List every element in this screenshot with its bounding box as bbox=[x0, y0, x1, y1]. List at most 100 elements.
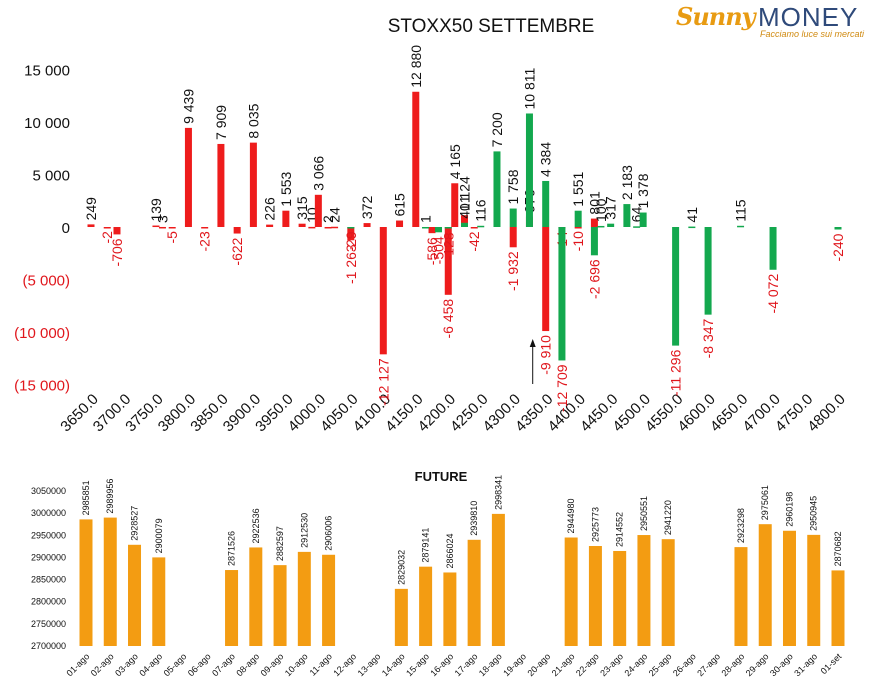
series1-data-label-25: 4 165 bbox=[447, 144, 463, 179]
future-bar-14 bbox=[419, 566, 433, 646]
future-data-label-27: 2923298 bbox=[736, 508, 746, 543]
series2-data-label-12: -2 696 bbox=[586, 259, 602, 299]
y-tick-label-5: (10 000) bbox=[14, 325, 70, 342]
future-bar-15 bbox=[443, 572, 457, 646]
series1-data-label-27: -42 bbox=[466, 231, 482, 251]
future-data-label-29: 2960198 bbox=[784, 492, 794, 527]
series1-data-label-4: 3 bbox=[154, 215, 170, 223]
future-x-tick-label-22: 23-ago bbox=[598, 651, 625, 678]
series1-data-label-18: -1 263 bbox=[343, 244, 359, 284]
future-data-label-20: 2944980 bbox=[566, 498, 576, 533]
series1-bar-0 bbox=[87, 224, 95, 227]
future-data-label-7: 2922536 bbox=[251, 508, 261, 543]
series2-data-label-9: 4 384 bbox=[538, 142, 554, 177]
series1-bar-3 bbox=[152, 225, 160, 228]
logo-sunny: Sunny bbox=[676, 2, 756, 31]
future-bar-23 bbox=[637, 535, 651, 646]
future-y-tick-label-6: 3000000 bbox=[31, 508, 66, 518]
future-y-tick-label-1: 2750000 bbox=[31, 619, 66, 629]
series2-bar-17 bbox=[639, 212, 647, 227]
series1-data-label-28: -1 932 bbox=[505, 251, 521, 291]
future-bar-20 bbox=[564, 537, 578, 646]
future-x-tick-label-26: 27-ago bbox=[695, 651, 722, 678]
future-bar-24 bbox=[661, 539, 675, 646]
series1-data-label-23: -586 bbox=[424, 237, 440, 265]
series2-bar-22 bbox=[769, 227, 777, 270]
future-bar-22 bbox=[613, 550, 627, 646]
series2-data-label-6: 7 200 bbox=[489, 112, 505, 147]
series1-bar-22 bbox=[412, 91, 420, 227]
future-x-tick-label-25: 26-ago bbox=[671, 651, 698, 678]
series2-bar-9 bbox=[542, 180, 550, 227]
series1-data-label-32: -10 bbox=[570, 231, 586, 251]
series1-bar-19 bbox=[363, 223, 371, 227]
future-bar-10 bbox=[322, 554, 336, 646]
series1-data-label-7: -23 bbox=[197, 231, 213, 251]
future-x-tick-label-4: 05-ago bbox=[162, 651, 189, 678]
future-bar-30 bbox=[807, 534, 821, 646]
future-x-tick-label-14: 15-ago bbox=[404, 651, 431, 678]
series1-bar-26 bbox=[461, 215, 468, 227]
future-data-label-31: 2870682 bbox=[833, 531, 843, 566]
series2-data-label-1: 1 bbox=[418, 215, 434, 223]
series2-data-label-2: -504 bbox=[431, 236, 447, 264]
future-data-label-24: 2941220 bbox=[663, 500, 673, 535]
series1-bar-7 bbox=[201, 227, 209, 229]
series2-data-label-17: 1 378 bbox=[635, 173, 651, 208]
future-x-tick-label-29: 30-ago bbox=[768, 651, 795, 678]
future-data-label-2: 2928527 bbox=[130, 506, 140, 541]
series2-data-label-22: -4 072 bbox=[765, 274, 781, 314]
future-x-tick-label-28: 29-ago bbox=[744, 651, 771, 678]
chart1-title: STOXX50 SETTEMBRE bbox=[388, 16, 595, 37]
series1-bar-21 bbox=[396, 220, 404, 227]
future-data-label-6: 2871526 bbox=[227, 531, 237, 566]
future-x-tick-label-19: 20-ago bbox=[525, 651, 552, 678]
y-tick-label-4: (5 000) bbox=[22, 273, 70, 290]
future-bar-13 bbox=[394, 588, 408, 646]
series1-bar-14 bbox=[308, 226, 316, 229]
future-data-label-8: 2882597 bbox=[275, 526, 285, 561]
series2-bar-18 bbox=[672, 227, 680, 346]
series1-bar-30 bbox=[542, 227, 550, 332]
series2-data-label-15: 2 183 bbox=[619, 165, 635, 200]
series1-bar-10 bbox=[249, 142, 257, 227]
future-x-tick-label-23: 24-ago bbox=[622, 651, 649, 678]
y-tick-label-1: 10 000 bbox=[24, 115, 70, 132]
series1-bar-6 bbox=[184, 127, 192, 227]
future-x-tick-label-24: 25-ago bbox=[647, 651, 674, 678]
series1-bar-18 bbox=[347, 227, 355, 241]
series1-bar-2 bbox=[113, 227, 121, 235]
future-x-tick-label-2: 03-ago bbox=[113, 651, 140, 678]
series2-data-label-4: 401 bbox=[457, 195, 473, 219]
future-data-label-9: 2912530 bbox=[299, 513, 309, 548]
future-bar-31 bbox=[831, 570, 845, 646]
future-x-tick-label-0: 01-ago bbox=[65, 651, 92, 678]
future-x-tick-label-15: 16-ago bbox=[428, 651, 455, 678]
logo-tagline: Facciamo luce sui mercati bbox=[760, 29, 865, 39]
future-x-tick-label-31: 01-set bbox=[819, 651, 844, 676]
series1-data-label-2: -706 bbox=[109, 238, 125, 266]
series1-bar-27 bbox=[470, 227, 478, 229]
series1-bar-9 bbox=[233, 227, 241, 234]
series2-data-label-10: -12 709 bbox=[554, 364, 570, 412]
series2-bar-3 bbox=[444, 227, 452, 229]
series1-bar-24 bbox=[444, 227, 452, 295]
series1-bar-28 bbox=[509, 227, 517, 248]
series1-data-label-12: 1 553 bbox=[278, 171, 294, 206]
series2-data-label-3: -128 bbox=[440, 232, 456, 260]
future-data-label-14: 2879141 bbox=[421, 528, 431, 563]
series2-bar-19 bbox=[688, 226, 696, 229]
future-y-tick-label-7: 3050000 bbox=[31, 486, 66, 496]
future-x-tick-label-17: 18-ago bbox=[477, 651, 504, 678]
future-bar-0 bbox=[79, 519, 93, 646]
series1-data-label-20: -12 127 bbox=[375, 358, 391, 406]
series2-bar-11 bbox=[574, 210, 582, 227]
sunny-money-logo: Sunny MONEY Facciamo luce sui mercati bbox=[676, 2, 876, 42]
future-y-tick-label-4: 2900000 bbox=[31, 552, 66, 562]
future-y-tick-label-0: 2700000 bbox=[31, 641, 66, 651]
future-data-label-10: 2906006 bbox=[324, 516, 334, 551]
future-x-tick-label-13: 14-ago bbox=[380, 651, 407, 678]
future-data-label-15: 2866024 bbox=[445, 533, 455, 568]
